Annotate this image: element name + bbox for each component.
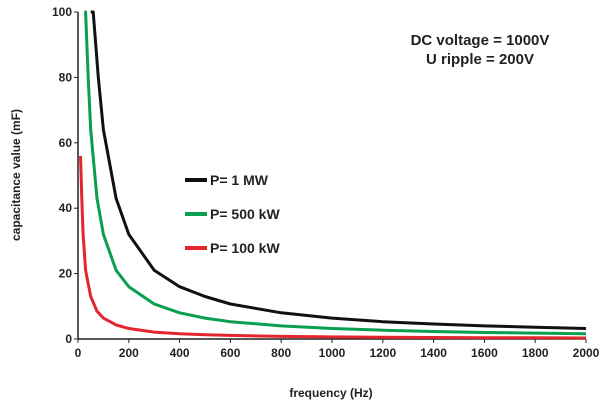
- annotation-dc-voltage: DC voltage = 1000V: [411, 32, 550, 49]
- x-tick-label-200: 200: [119, 346, 139, 360]
- y-ticks: 0 20 40 60 80 100: [52, 5, 78, 346]
- x-tick-label-2000: 2000: [573, 346, 600, 360]
- x-tick-label-1000: 1000: [319, 346, 346, 360]
- y-tick-label-60: 60: [59, 136, 73, 150]
- legend-label-100kw: P= 100 kW: [210, 240, 280, 256]
- series-line-500kw: [84, 10, 587, 336]
- legend: P= 1 MW P= 500 kW P= 100 kW: [185, 172, 280, 256]
- y-tick-label-100: 100: [52, 5, 72, 19]
- y-tick-label-20: 20: [59, 267, 73, 281]
- x-tick-label-1200: 1200: [369, 346, 396, 360]
- y-tick-label-80: 80: [59, 70, 73, 84]
- series-line-100kw: [79, 155, 587, 340]
- x-tick-label-600: 600: [220, 346, 240, 360]
- y-axis-title: capacitance value (mF): [9, 109, 23, 241]
- x-tick-label-800: 800: [271, 346, 291, 360]
- x-axis-title: frequency (Hz): [289, 386, 372, 400]
- legend-label-500kw: P= 500 kW: [210, 206, 280, 222]
- x-tick-label-1800: 1800: [522, 346, 549, 360]
- x-tick-label-0: 0: [75, 346, 82, 360]
- x-tick-label-1400: 1400: [420, 346, 447, 360]
- y-tick-label-40: 40: [59, 201, 73, 215]
- series-line-1mw: [90, 10, 587, 330]
- y-tick-label-0: 0: [65, 332, 72, 346]
- annotation-u-ripple: U ripple = 200V: [426, 51, 534, 68]
- plot-area: 0 200 400 600 800 1000 1200 1400 1600 1800 2000 0 2…: [52, 5, 600, 360]
- x-ticks: 0 200 400 600 800 1000 1200 1400 1600 1800 2000: [75, 339, 600, 360]
- x-tick-label-1600: 1600: [471, 346, 498, 360]
- x-tick-label-400: 400: [170, 346, 190, 360]
- series-lines: [79, 10, 587, 340]
- legend-label-1mw: P= 1 MW: [210, 172, 269, 188]
